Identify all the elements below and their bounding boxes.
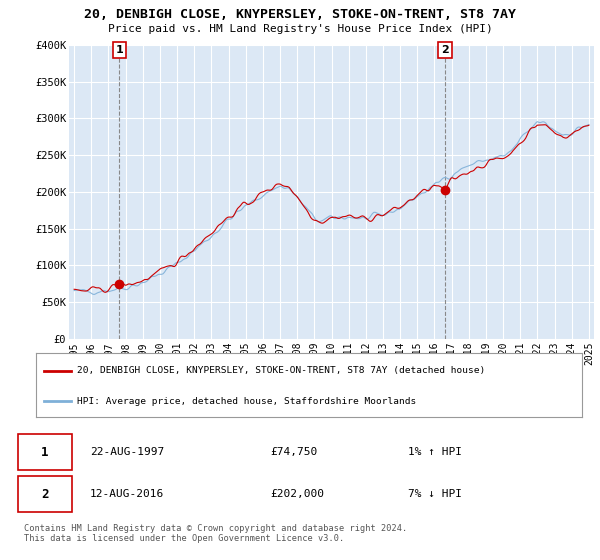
Text: HPI: Average price, detached house, Staffordshire Moorlands: HPI: Average price, detached house, Staf… xyxy=(77,396,416,405)
Text: 7% ↓ HPI: 7% ↓ HPI xyxy=(408,489,462,499)
Text: 1% ↑ HPI: 1% ↑ HPI xyxy=(408,447,462,458)
Text: £74,750: £74,750 xyxy=(270,447,317,458)
Text: £202,000: £202,000 xyxy=(270,489,324,499)
Text: 20, DENBIGH CLOSE, KNYPERSLEY, STOKE-ON-TRENT, ST8 7AY (detached house): 20, DENBIGH CLOSE, KNYPERSLEY, STOKE-ON-… xyxy=(77,366,485,375)
Text: 2: 2 xyxy=(441,45,449,55)
Text: Price paid vs. HM Land Registry's House Price Index (HPI): Price paid vs. HM Land Registry's House … xyxy=(107,24,493,34)
Text: 2: 2 xyxy=(41,488,49,501)
Text: Contains HM Land Registry data © Crown copyright and database right 2024.
This d: Contains HM Land Registry data © Crown c… xyxy=(24,524,407,543)
Text: 1: 1 xyxy=(116,45,124,55)
Text: 1: 1 xyxy=(41,446,49,459)
Text: 12-AUG-2016: 12-AUG-2016 xyxy=(90,489,164,499)
FancyBboxPatch shape xyxy=(18,476,72,512)
Text: 20, DENBIGH CLOSE, KNYPERSLEY, STOKE-ON-TRENT, ST8 7AY: 20, DENBIGH CLOSE, KNYPERSLEY, STOKE-ON-… xyxy=(84,8,516,21)
Text: 22-AUG-1997: 22-AUG-1997 xyxy=(90,447,164,458)
FancyBboxPatch shape xyxy=(18,434,72,470)
